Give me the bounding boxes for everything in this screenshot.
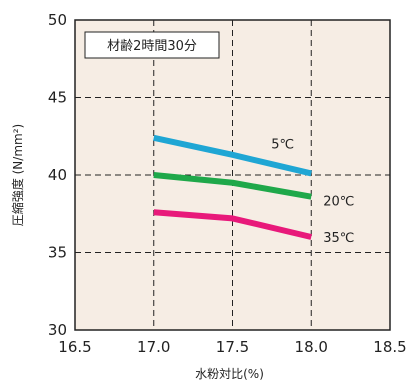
y-tick-label: 40 (48, 166, 67, 184)
series-line (153, 209, 312, 240)
series-label: 5℃ (271, 137, 294, 152)
x-tick-label: 16.5 (58, 338, 91, 356)
y-axis-label: 圧縮強度 (N/mm²) (10, 124, 25, 226)
x-tick-label: 17.0 (137, 338, 170, 356)
series-line (153, 134, 312, 177)
grid-lines (75, 20, 390, 330)
annotation-text: 材齢2時間30分 (107, 39, 197, 54)
annotation-box (84, 31, 220, 59)
x-tick-label: 17.5 (216, 338, 249, 356)
series-lines (153, 134, 312, 240)
y-tick-label: 50 (48, 11, 67, 29)
series-line (153, 172, 312, 200)
x-axis-label: 水粉対比(%) (195, 367, 264, 381)
series-label: 20℃ (323, 195, 354, 210)
series-labels: 5℃ 20℃ 35℃ (271, 137, 354, 246)
y-tick-label: 45 (48, 89, 67, 107)
tick-labels: 16.5 17.0 17.5 18.0 18.5 30 35 40 45 50 (48, 11, 407, 356)
y-tick-label: 35 (48, 244, 67, 262)
plot-frame (74, 19, 391, 331)
series-label: 35℃ (323, 231, 354, 246)
y-tick-label: 30 (48, 321, 67, 339)
x-tick-label: 18.5 (373, 338, 406, 356)
x-tick-label: 18.0 (295, 338, 328, 356)
